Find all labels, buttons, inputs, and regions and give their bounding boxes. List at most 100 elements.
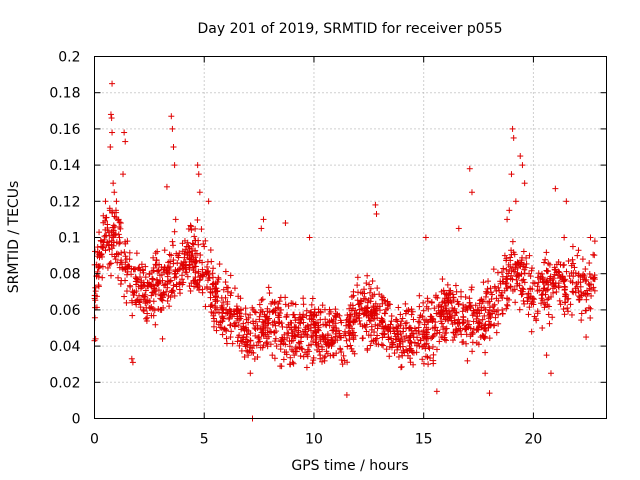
data-point [452, 326, 459, 333]
data-point [238, 347, 245, 354]
data-point [250, 349, 257, 356]
data-point [327, 308, 334, 315]
data-point [503, 273, 510, 280]
data-point [379, 316, 386, 323]
data-point [582, 266, 589, 273]
data-point [280, 340, 287, 347]
data-point [364, 347, 371, 354]
data-point [427, 355, 434, 362]
data-point [294, 331, 301, 338]
data-point [332, 306, 339, 313]
data-point [580, 276, 587, 283]
data-point [395, 353, 402, 360]
data-point [372, 321, 379, 328]
data-point [121, 249, 128, 256]
data-point [307, 309, 314, 316]
data-point [444, 297, 451, 304]
data-point [569, 256, 576, 263]
data-point [192, 269, 199, 276]
data-point [264, 305, 271, 312]
data-point [303, 312, 310, 319]
data-point [296, 319, 303, 326]
data-point [380, 342, 387, 349]
data-point [323, 348, 330, 355]
data-point [449, 321, 456, 328]
data-point [539, 278, 546, 285]
data-point [236, 342, 243, 349]
data-point [95, 264, 102, 271]
data-point [487, 289, 494, 296]
data-point [423, 353, 430, 360]
data-point [289, 300, 296, 307]
data-point [112, 230, 119, 237]
data-point [170, 260, 177, 267]
data-point [420, 307, 427, 314]
data-point [545, 311, 552, 318]
data-point [223, 284, 230, 291]
data-point [249, 304, 256, 311]
data-point [376, 321, 383, 328]
data-point [218, 302, 225, 309]
data-point [468, 284, 475, 291]
data-point [309, 295, 316, 302]
data-point [133, 250, 140, 257]
data-point [543, 267, 550, 274]
data-point [464, 357, 471, 364]
data-point [484, 285, 491, 292]
data-point [152, 261, 159, 268]
data-point [561, 311, 568, 318]
data-point [346, 305, 353, 312]
data-point [297, 353, 304, 360]
data-point [435, 303, 442, 310]
data-point [256, 313, 263, 320]
data-point [335, 327, 342, 334]
data-point [241, 327, 248, 334]
data-point [410, 316, 417, 323]
data-point [469, 339, 476, 346]
data-point [498, 269, 505, 276]
data-point [437, 313, 444, 320]
data-point [423, 317, 430, 324]
data-point [381, 297, 388, 304]
data-point [348, 293, 355, 300]
data-point [272, 322, 279, 329]
data-point [304, 323, 311, 330]
data-point [575, 270, 582, 277]
data-point [355, 289, 362, 296]
data-point [566, 273, 573, 280]
data-point [107, 272, 114, 279]
data-point [407, 359, 414, 366]
data-point [460, 338, 467, 345]
data-point [469, 329, 476, 336]
data-point [531, 280, 538, 287]
data-point [224, 301, 231, 308]
data-point [553, 288, 560, 295]
data-point [257, 326, 264, 333]
data-point [544, 268, 551, 275]
data-point [200, 240, 207, 247]
data-point [113, 209, 120, 216]
data-point [182, 246, 189, 253]
data-point [157, 292, 164, 299]
data-point [165, 259, 172, 266]
data-point [227, 322, 234, 329]
data-point [351, 350, 358, 357]
data-point [123, 288, 130, 295]
data-point [403, 332, 410, 339]
data-point [210, 315, 217, 322]
data-point [535, 279, 542, 286]
data-point [482, 306, 489, 313]
data-point [360, 311, 367, 318]
data-point [294, 345, 301, 352]
data-point [164, 284, 171, 291]
data-point [142, 274, 149, 281]
data-point [309, 332, 316, 339]
data-point [441, 298, 448, 305]
data-point [287, 354, 294, 361]
data-point [295, 339, 302, 346]
data-point [225, 316, 232, 323]
data-point [546, 261, 553, 268]
data-point [487, 314, 494, 321]
data-point [134, 278, 141, 285]
